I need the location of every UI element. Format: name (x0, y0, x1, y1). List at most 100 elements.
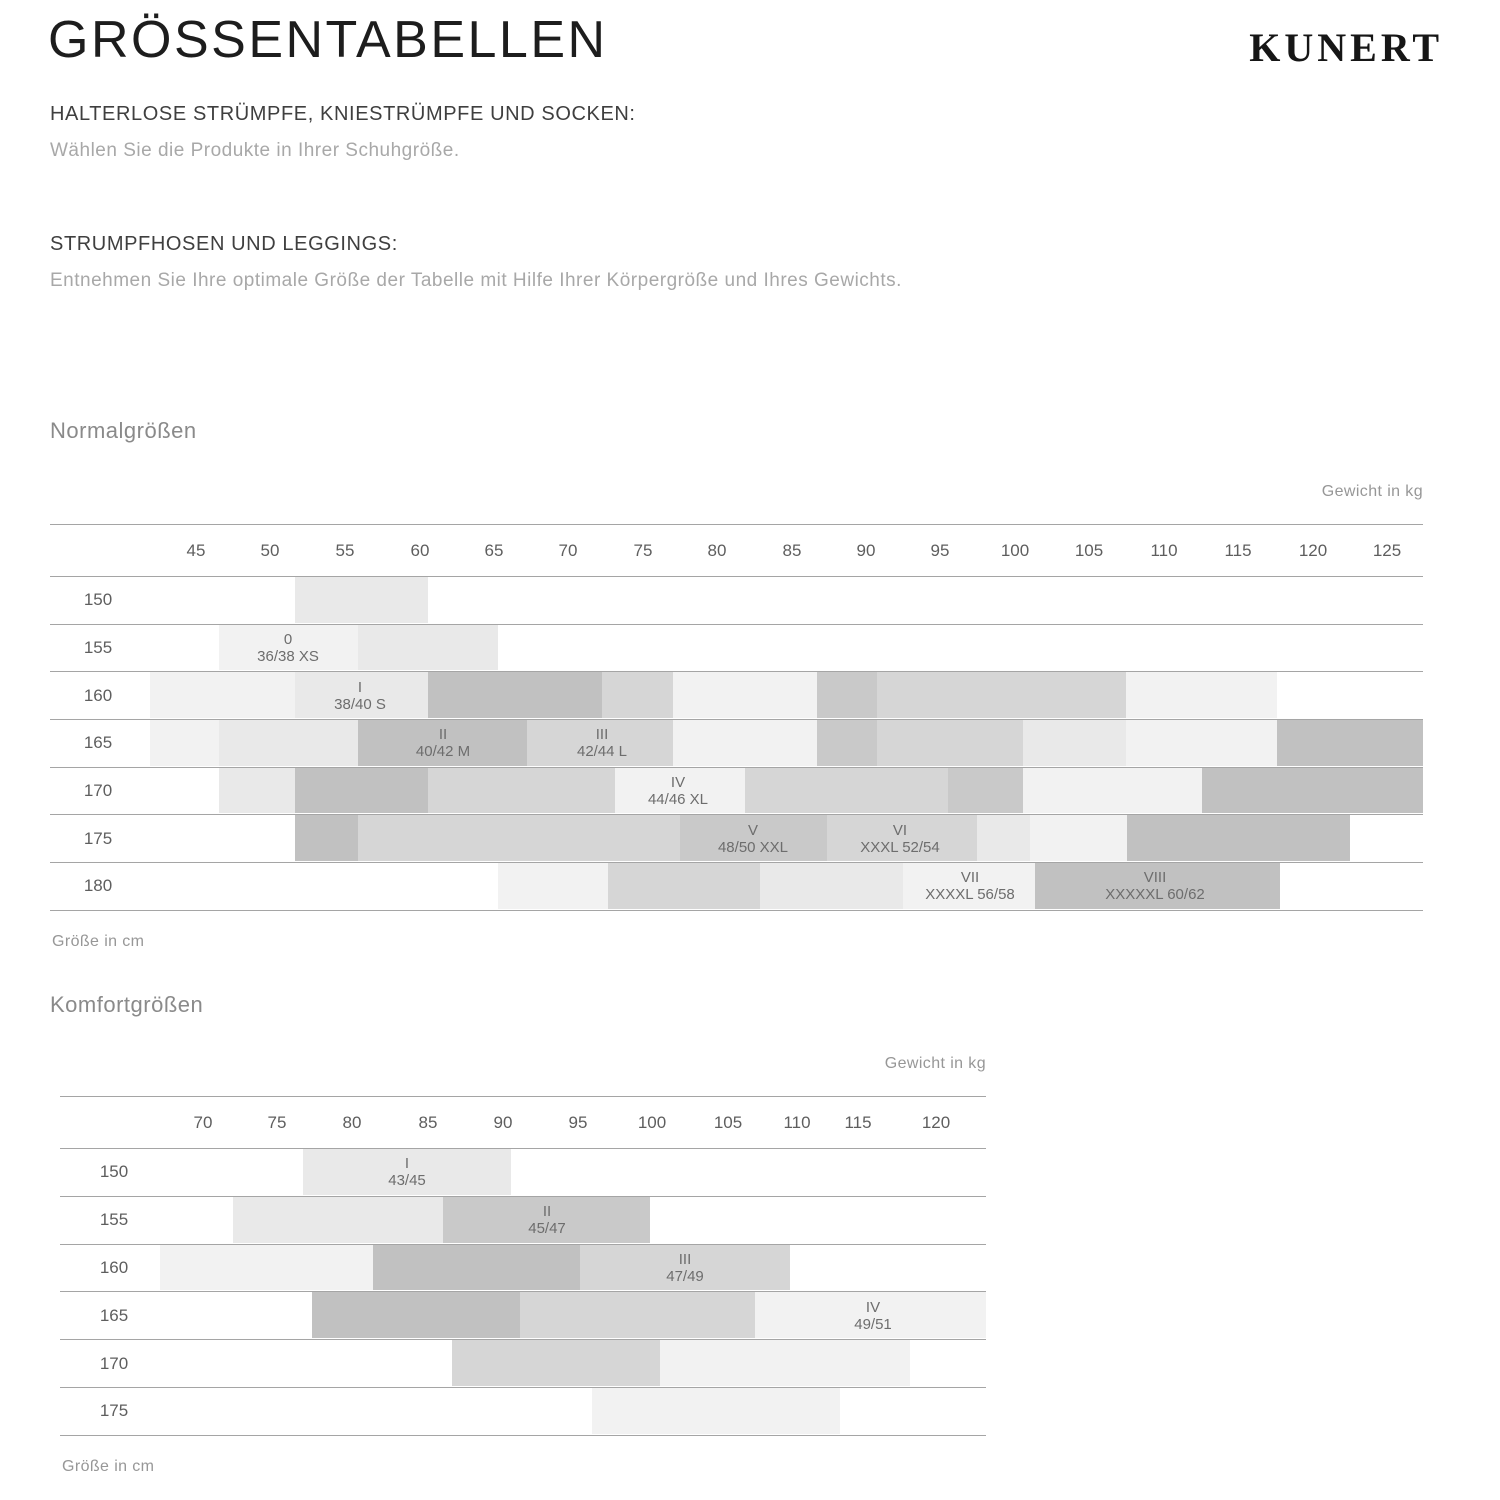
size-range: 49/51 (854, 1315, 892, 1333)
tights-section-heading: STRUMPFHOSEN UND LEGGINGS: (50, 233, 398, 255)
size-range: 36/38 XS (257, 648, 319, 666)
size-code: II (438, 726, 448, 744)
weight-tick: 100 (1000, 540, 1030, 560)
height-row: 175 (60, 1387, 986, 1436)
size-zone (977, 815, 1030, 862)
weight-tick: 90 (856, 540, 876, 560)
size-zone (295, 577, 428, 623)
size-zone (1277, 720, 1423, 766)
size-zone (527, 720, 673, 766)
size-zone-label: III 47/49 (666, 1251, 704, 1285)
size-range: 40/42 M (415, 743, 471, 761)
size-zone (312, 1292, 520, 1339)
size-range: 44/46 XL (647, 791, 709, 809)
weight-tick: 80 (707, 540, 727, 560)
size-zone (219, 624, 358, 671)
size-zone (680, 815, 827, 862)
weight-tick: 55 (335, 540, 355, 560)
size-zone (602, 672, 673, 719)
size-code: III (678, 1250, 692, 1268)
height-row: 170 (60, 1340, 986, 1388)
size-zone-label: I 38/40 S (334, 679, 386, 713)
size-code: 0 (283, 631, 293, 649)
size-code: V (747, 821, 758, 839)
size-zone (428, 672, 602, 719)
weight-tick: 70 (193, 1112, 213, 1132)
brand-logo: KUNERT (1249, 25, 1443, 70)
normal-sizes-table: Gewicht in kg Größe in cm 45 50 55 60 65 70 75… (50, 483, 1423, 950)
size-zone (1126, 672, 1277, 719)
size-zone-label: II 45/47 (528, 1203, 566, 1237)
size-zone (592, 1387, 840, 1434)
weight-tick: 115 (1224, 540, 1252, 560)
height-label: 165 (99, 1305, 129, 1325)
size-zone (827, 815, 977, 862)
size-zone (1126, 720, 1277, 766)
weight-tick: 100 (637, 1112, 667, 1132)
size-zone (948, 767, 1023, 814)
socks-section-text: Wählen Sie die Produkte in Ihrer Schuhgr… (50, 140, 460, 161)
size-zone (452, 1340, 660, 1386)
weight-axis-caption: Gewicht in kg (884, 1055, 986, 1072)
weight-tick: 125 (1372, 540, 1402, 560)
size-zone (877, 720, 1023, 766)
size-range: 42/44 L (576, 743, 628, 761)
size-range: 48/50 XXL (717, 838, 789, 856)
comfort-sizes-title: Komfortgrößen (50, 992, 204, 1017)
tights-section-text: Entnehmen Sie Ihre optimale Größe der Ta… (50, 270, 902, 291)
size-zone (443, 1196, 650, 1243)
size-range: 43/45 (388, 1172, 426, 1190)
size-range: 45/47 (528, 1220, 566, 1238)
size-range: XXXL 52/54 (860, 838, 940, 856)
height-label: 170 (83, 781, 113, 801)
size-zone (817, 720, 877, 766)
size-zone (1030, 815, 1127, 862)
height-label: 160 (99, 1257, 129, 1277)
size-zone (660, 1340, 910, 1386)
size-zone (233, 1196, 443, 1243)
height-label: 170 (99, 1353, 129, 1373)
size-zone (295, 767, 428, 814)
weight-tick: 75 (633, 540, 653, 560)
size-zone (673, 720, 817, 766)
weight-tick: 90 (493, 1112, 513, 1132)
weight-axis: 45 50 55 60 65 70 75 80 85 90 95 100 105 110 115 120 125 (50, 524, 1423, 577)
size-zone-label: 0 36/38 XS (257, 631, 319, 665)
size-zone (150, 720, 219, 766)
height-label: 150 (83, 590, 113, 610)
size-zone (608, 863, 760, 909)
height-label: 160 (83, 685, 113, 705)
weight-tick: 50 (260, 540, 280, 560)
size-zone (358, 815, 680, 862)
size-zone-label: IV 49/51 (854, 1299, 892, 1333)
size-zone (520, 1292, 755, 1339)
size-code: VIII (1143, 869, 1167, 887)
size-code: II (542, 1203, 552, 1221)
size-code: I (357, 678, 363, 696)
size-zone (755, 1292, 986, 1339)
weight-tick: 95 (568, 1112, 588, 1132)
height-row: 170 IV 44/46 XL (50, 767, 1423, 816)
height-row: 160 III 47/49 (60, 1244, 986, 1293)
size-zone (295, 815, 358, 862)
weight-tick: 105 (713, 1112, 743, 1132)
size-code: IV (865, 1298, 881, 1316)
weight-tick: 120 (1298, 540, 1328, 560)
weight-tick: 110 (1150, 540, 1178, 560)
size-zone (219, 767, 295, 814)
weight-tick: 105 (1074, 540, 1104, 560)
height-label: 150 (99, 1162, 129, 1182)
height-label: 180 (83, 876, 113, 896)
size-zone (1035, 863, 1280, 909)
size-zone (358, 624, 498, 671)
size-zone-label: II 40/42 M (416, 726, 470, 760)
size-zone (745, 767, 948, 814)
height-row: 175 V 48/50 XXL VI XXXL 52/54 (50, 815, 1423, 864)
height-label: 175 (83, 828, 113, 848)
size-zone-label: VI XXXL 52/54 (860, 822, 940, 856)
size-code: VI (892, 821, 908, 839)
comfort-sizes-table: Gewicht in kg Größe in cm 70 75 80 85 90 95 10… (60, 1055, 986, 1475)
size-zone (303, 1149, 511, 1195)
weight-tick: 95 (930, 540, 950, 560)
